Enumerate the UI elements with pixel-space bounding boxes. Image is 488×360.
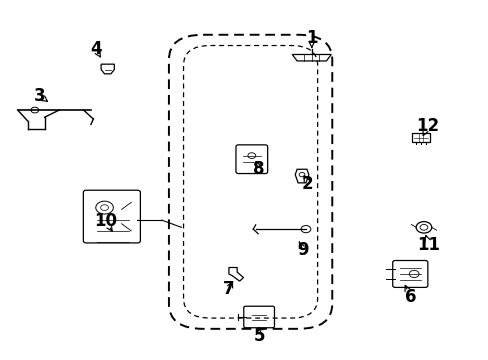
Text: 7: 7 xyxy=(223,280,234,298)
Text: 9: 9 xyxy=(297,241,308,259)
Text: 5: 5 xyxy=(253,327,264,345)
Text: 3: 3 xyxy=(34,87,45,105)
Text: 1: 1 xyxy=(305,30,317,48)
Text: 11: 11 xyxy=(416,235,439,253)
Text: 12: 12 xyxy=(415,117,438,135)
Text: 4: 4 xyxy=(90,40,102,58)
Bar xyxy=(411,133,429,142)
Text: 10: 10 xyxy=(94,212,117,230)
Text: 6: 6 xyxy=(404,288,415,306)
Text: 2: 2 xyxy=(302,175,313,193)
Text: 8: 8 xyxy=(253,160,264,178)
